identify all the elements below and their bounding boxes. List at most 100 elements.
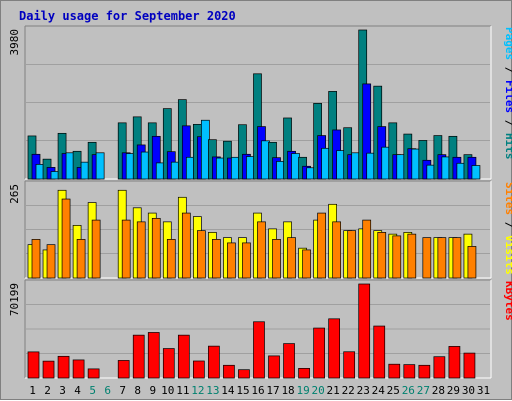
bar-sites <box>287 237 296 279</box>
day-label: 13 <box>206 384 219 397</box>
day-label: 2 <box>44 384 51 397</box>
day-label: 29 <box>447 384 460 397</box>
bar-kbytes <box>162 348 175 379</box>
bar-kbytes <box>403 364 416 379</box>
bar-kbytes <box>177 334 190 379</box>
bar-kbytes <box>117 360 130 379</box>
bar-kbytes <box>358 283 371 379</box>
bar-pages <box>471 165 481 180</box>
bar-sites <box>181 212 191 279</box>
day-label: 24 <box>372 384 386 397</box>
day-label: 4 <box>74 384 81 397</box>
day-label: 16 <box>251 384 264 397</box>
bar-sites <box>362 219 372 279</box>
day-label: 7 <box>119 384 126 397</box>
bar-sites <box>76 239 86 279</box>
legend-visits_sites: Sites / Visits <box>503 182 512 275</box>
bar-kbytes <box>388 363 401 379</box>
day-label: 12 <box>191 384 204 397</box>
bar-kbytes <box>72 359 85 379</box>
bar-sites <box>332 221 341 279</box>
legend-entry: Visits <box>503 235 512 275</box>
bar-kbytes <box>223 364 235 379</box>
bar-kbytes <box>57 355 70 379</box>
y-max-label: 70199 <box>8 283 21 316</box>
bar-sites <box>467 246 477 279</box>
bar-kbytes <box>283 343 295 379</box>
bar-sites <box>31 239 41 279</box>
bar-sites <box>377 232 387 279</box>
bar-sites <box>257 221 266 279</box>
day-label: 8 <box>134 384 141 397</box>
bar-sites <box>347 230 357 279</box>
bar-sites <box>121 219 131 279</box>
day-label: 5 <box>89 384 96 397</box>
bar-sites <box>242 242 251 279</box>
bar-sites <box>302 249 311 279</box>
bar-sites <box>46 244 56 279</box>
day-label: 30 <box>462 384 475 397</box>
legend-entry: Files <box>503 80 512 113</box>
bar-pages <box>95 152 105 180</box>
bar-sites <box>61 198 71 279</box>
bar-kbytes <box>298 368 310 379</box>
bar-sites <box>227 242 236 279</box>
day-label: 21 <box>327 384 340 397</box>
legend-entry: Pages <box>503 27 512 60</box>
legend-kbytes: KBytes <box>503 281 512 321</box>
legend-entry: KBytes <box>503 281 512 321</box>
day-label: 22 <box>342 384 355 397</box>
day-label: 9 <box>149 384 156 397</box>
legend-entry: Hits <box>503 133 512 160</box>
bar-kbytes <box>328 318 340 379</box>
bar-kbytes <box>313 327 325 379</box>
bar-kbytes <box>418 364 431 379</box>
day-label: 18 <box>281 384 294 397</box>
bar-sites <box>166 239 176 279</box>
bar-sites <box>392 235 402 279</box>
legend-hits_files_pages: Pages / Files / Hits <box>503 27 512 160</box>
bar-kbytes <box>268 355 280 379</box>
y-max-label: 3980 <box>8 29 21 56</box>
bar-kbytes <box>193 360 205 379</box>
bar-kbytes <box>238 369 250 379</box>
day-label: 31 <box>477 384 490 397</box>
bar-sites <box>136 221 146 279</box>
day-label: 3 <box>59 384 66 397</box>
bar-sites <box>212 239 221 279</box>
bar-kbytes <box>253 321 265 379</box>
bar-kbytes <box>448 346 461 379</box>
bar-kbytes <box>132 334 145 379</box>
bar-sites <box>452 237 462 279</box>
day-label: 26 <box>402 384 415 397</box>
chart-title: Daily usage for September 2020 <box>19 9 236 23</box>
bar-kbytes <box>147 332 160 379</box>
bar-kbytes <box>27 351 40 379</box>
bar-sites <box>422 237 432 279</box>
legend-entry: Sites <box>503 182 512 215</box>
day-label: 14 <box>221 384 235 397</box>
legend-entry: / <box>503 60 512 80</box>
day-label: 11 <box>176 384 189 397</box>
bar-sites <box>437 237 447 279</box>
day-label: 23 <box>357 384 370 397</box>
legend-entry: / <box>503 215 512 235</box>
y-max-label: 265 <box>8 184 21 204</box>
day-label: 15 <box>236 384 249 397</box>
bar-sites <box>151 217 161 279</box>
bar-sites <box>407 233 417 279</box>
bar-sites <box>91 219 101 279</box>
bar-sites <box>197 230 206 279</box>
bar-sites <box>272 239 281 279</box>
day-label: 28 <box>432 384 445 397</box>
bar-kbytes <box>343 351 356 379</box>
day-label: 6 <box>104 384 111 397</box>
bar-kbytes <box>433 356 446 379</box>
bar-kbytes <box>42 360 55 379</box>
legend-entry: / <box>503 113 512 133</box>
day-label: 20 <box>312 384 325 397</box>
bar-kbytes <box>208 345 220 379</box>
bar-kbytes <box>463 352 476 379</box>
